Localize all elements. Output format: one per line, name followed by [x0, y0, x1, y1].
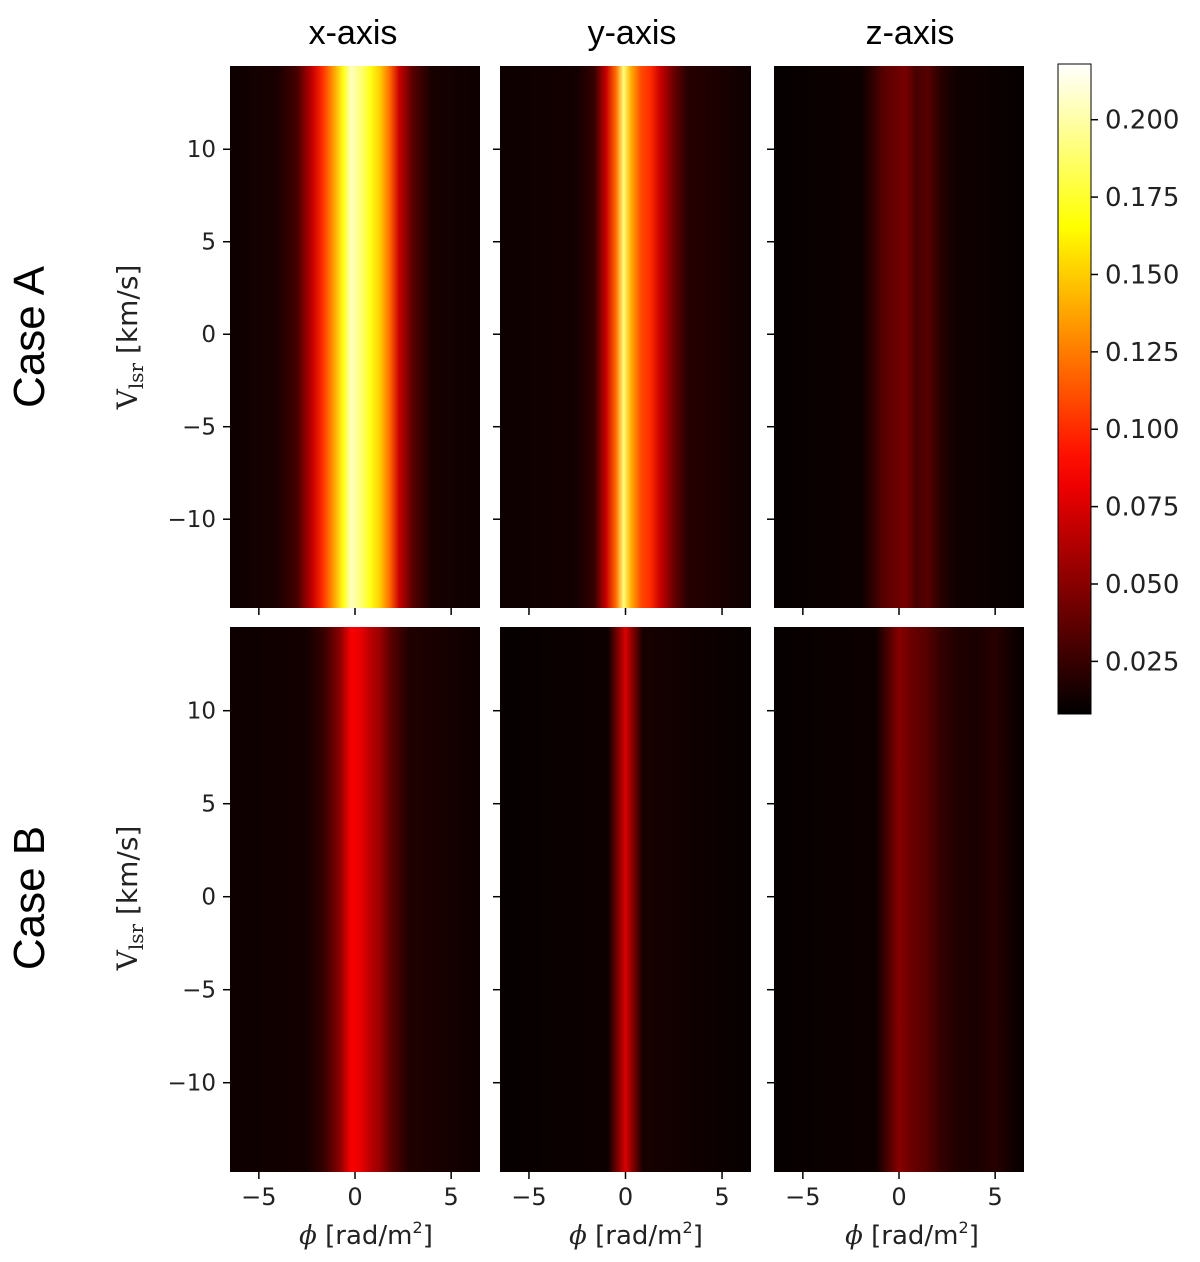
xlabel-y-axis: ϕ [rad/m2]	[569, 1218, 703, 1251]
colorbar-tick-label: 0.025	[1105, 647, 1179, 677]
heatmap-panel-case-a-z-axis	[774, 66, 1024, 608]
ytick-label: 5	[201, 230, 216, 256]
column-title-z-axis: z-axis	[866, 14, 955, 52]
xtick-label: 5	[988, 1183, 1003, 1211]
ytick-label: −10	[167, 1071, 216, 1097]
ylabel-case-b: Vlsr [km/s]	[111, 826, 148, 972]
ylabel-main: V	[111, 388, 144, 410]
heatmap-panel-case-b-x-axis	[230, 627, 480, 1172]
heatmap-panel-case-b-z-axis	[774, 627, 1024, 1172]
xlabel-x-axis: ϕ [rad/m2]	[299, 1218, 433, 1251]
ytick-label: 0	[201, 322, 216, 348]
ylabel-sub: lsr	[124, 362, 148, 389]
ytick-label: −5	[182, 415, 216, 441]
column-title-y-axis: y-axis	[588, 14, 677, 52]
row-label-case-a: Case A	[5, 265, 54, 408]
xtick-label: 5	[444, 1183, 459, 1211]
ytick-label: 0	[201, 885, 216, 911]
colorbar-tick-label: 0.175	[1105, 183, 1179, 213]
row-label-case-b: Case B	[5, 826, 54, 970]
heatmap-panels	[230, 66, 1024, 1172]
svg-text:Vlsr [km/s]: Vlsr [km/s]	[111, 265, 148, 411]
xtick-label: 0	[347, 1183, 362, 1211]
ylabel-unit: [km/s]	[111, 265, 144, 363]
ytick-label: −10	[167, 507, 216, 533]
colorbar-tick-label: 0.050	[1105, 570, 1179, 600]
column-title-x-axis: x-axis	[309, 14, 398, 52]
ylabel-sub: lsr	[124, 923, 148, 950]
ytick-label: 10	[187, 137, 216, 163]
colorbar-scale	[1057, 63, 1092, 715]
ytick-label: 5	[201, 792, 216, 818]
svg-text:Vlsr [km/s]: Vlsr [km/s]	[111, 826, 148, 972]
xtick-label: 0	[618, 1183, 633, 1211]
ytick-label: −5	[182, 978, 216, 1004]
colorbar: 0.025 0.050 0.075 0.100 0.125 0.150 0.175 0.200	[1057, 63, 1179, 715]
heatmap-panel-case-a-y-axis	[500, 66, 751, 608]
ytick-label: 10	[187, 699, 216, 725]
xtick-label: −5	[511, 1183, 546, 1211]
colorbar-tick-label: 0.125	[1105, 338, 1179, 368]
heatmap-panel-case-b-y-axis	[500, 627, 751, 1172]
ylabel-main: V	[111, 949, 144, 971]
colorbar-tick-label: 0.100	[1105, 415, 1179, 445]
colorbar-tick-label: 0.150	[1105, 260, 1179, 290]
xlabel-z-axis: ϕ [rad/m2]	[845, 1218, 979, 1251]
heatmap-panel-case-a-x-axis	[230, 66, 480, 608]
ylabel-case-a: Vlsr [km/s]	[111, 265, 148, 411]
xtick-label: −5	[785, 1183, 820, 1211]
ylabel-unit: [km/s]	[111, 826, 144, 924]
colorbar-tick-label: 0.200	[1105, 106, 1179, 136]
colorbar-tick-label: 0.075	[1105, 493, 1179, 523]
xtick-label: 5	[714, 1183, 729, 1211]
axis-ticks: 10 5 0 −5 −10 10 5 0 −5 −10 −5 0 5 −5 0 5 −5 0 5	[167, 137, 1002, 1211]
xtick-label: 0	[891, 1183, 906, 1211]
xtick-label: −5	[241, 1183, 276, 1211]
